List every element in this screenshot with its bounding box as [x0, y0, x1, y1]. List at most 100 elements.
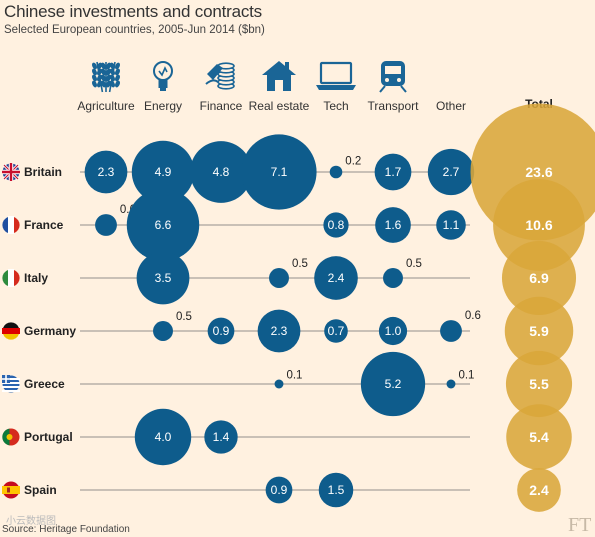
total-value-label: 10.6: [525, 217, 552, 233]
chart-subtitle: Selected European countries, 2005-Jun 20…: [4, 24, 265, 36]
value-label: 4.0: [155, 430, 172, 444]
value-label: 2.7: [443, 165, 460, 179]
portugal-flag-icon: [2, 428, 20, 446]
sector-bubble: [314, 256, 358, 300]
country-label: France: [24, 218, 64, 232]
value-label: 0.7: [328, 324, 345, 338]
value-label: 1.7: [385, 165, 402, 179]
laptop-icon: [316, 61, 356, 90]
value-label: 1.6: [385, 218, 402, 232]
value-label: 0.8: [328, 218, 345, 232]
germany-flag-icon: [2, 322, 20, 340]
sector-bubble: [324, 319, 348, 343]
sector-bubble: [318, 472, 354, 508]
value-label: 0.2: [345, 156, 361, 168]
total-value-label: 5.4: [529, 429, 549, 445]
column-label: Transport: [368, 99, 420, 113]
sector-bubble: [84, 150, 128, 194]
coins-icon: [205, 62, 235, 90]
column-label: Energy: [144, 99, 182, 113]
uk-flag-icon: [2, 163, 20, 181]
sector-bubble: [95, 214, 117, 236]
france-flag-icon: [2, 216, 20, 234]
sector-bubble: [153, 321, 173, 341]
sector-bubble: [427, 148, 475, 196]
country-label: Portugal: [24, 430, 73, 444]
sector-bubble: [383, 268, 403, 288]
total-bubble: [504, 296, 574, 366]
wheat-icon: [91, 61, 121, 93]
country-label: Italy: [24, 271, 48, 285]
value-label: 4.8: [213, 165, 230, 179]
total-value-label: 23.6: [525, 164, 552, 180]
total-bubble: [506, 404, 572, 470]
value-label: 0.5: [176, 311, 192, 323]
sector-bubble: [131, 140, 195, 204]
value-label: 0.1: [458, 370, 474, 382]
sector-bubble: [323, 212, 349, 238]
value-label: 0.5: [406, 258, 422, 270]
value-label: 0.5: [292, 258, 308, 270]
value-label: 7.1: [271, 165, 288, 179]
sector-bubble: [378, 316, 408, 346]
sector-bubble: [241, 134, 317, 210]
column-label: Tech: [323, 99, 348, 113]
chart-title: Chinese investments and contracts: [4, 2, 262, 21]
sector-bubble: [265, 476, 293, 504]
country-label: Greece: [24, 377, 65, 391]
sector-bubble: [269, 268, 289, 288]
watermark: 小云数据图: [6, 516, 56, 527]
lightbulb-icon: [153, 61, 173, 91]
sector-bubble: [440, 320, 462, 342]
value-label: 6.6: [155, 218, 172, 232]
value-label: 1.1: [443, 218, 460, 232]
value-label: 2.3: [271, 324, 288, 338]
value-label: 1.5: [328, 483, 345, 497]
value-label: 0.9: [271, 483, 288, 497]
sector-bubble: [190, 141, 252, 203]
country-label: Germany: [24, 324, 76, 338]
value-label: 5.2: [385, 377, 402, 391]
sector-bubble: [134, 408, 192, 466]
column-label: Finance: [200, 99, 243, 113]
total-value-label: 5.5: [529, 376, 549, 392]
ft-logo: FT: [568, 514, 592, 536]
country-label: Spain: [24, 483, 57, 497]
value-label: 3.5: [155, 271, 172, 285]
total-bubble: [505, 350, 573, 418]
total-value-label: 2.4: [529, 482, 549, 498]
value-label: 0.1: [286, 370, 302, 382]
total-bubble: [493, 179, 585, 271]
sector-bubble: [136, 251, 190, 305]
sector-bubble: [446, 379, 456, 389]
value-label: 1.4: [213, 430, 230, 444]
greece-flag-icon: [2, 375, 20, 393]
value-label: 4.9: [155, 165, 172, 179]
total-value-label: 5.9: [529, 323, 549, 339]
sector-bubble: [207, 317, 235, 345]
value-label: 2.3: [98, 165, 115, 179]
italy-flag-icon: [2, 269, 20, 287]
spain-flag-icon: [2, 481, 20, 499]
sector-bubble: [274, 379, 284, 389]
source-note: Source: Heritage Foundation: [2, 524, 130, 535]
sector-bubble: [375, 207, 411, 243]
total-bubble: [501, 240, 577, 316]
sector-bubble: [204, 420, 238, 454]
sector-bubble: [257, 309, 301, 353]
sector-bubble: [126, 188, 200, 262]
value-label: 2.4: [328, 271, 345, 285]
sector-bubble: [329, 165, 343, 179]
total-value-label: 6.9: [529, 270, 549, 286]
sector-bubble: [374, 153, 412, 191]
value-label: 0.6: [465, 310, 481, 322]
train-icon: [379, 61, 407, 93]
sector-bubble: [360, 351, 426, 417]
value-label: 1.0: [385, 324, 402, 338]
house-icon: [262, 61, 296, 91]
value-label: 0.9: [213, 324, 230, 338]
country-label: Britain: [24, 165, 62, 179]
total-bubble: [517, 468, 561, 512]
column-label: Agriculture: [77, 99, 135, 113]
